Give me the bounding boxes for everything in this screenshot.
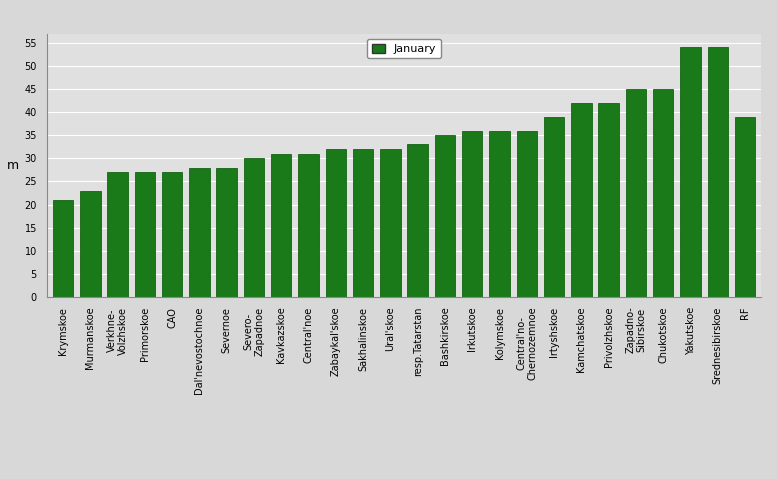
Bar <box>353 149 373 297</box>
Y-axis label: m: m <box>7 159 19 172</box>
Bar <box>244 159 264 297</box>
Bar <box>435 135 455 297</box>
Bar <box>134 172 155 297</box>
Bar <box>735 117 755 297</box>
Bar <box>407 145 428 297</box>
Bar <box>80 191 100 297</box>
Bar <box>490 131 510 297</box>
Bar <box>326 149 346 297</box>
Bar <box>162 172 183 297</box>
Bar <box>462 131 483 297</box>
Bar <box>380 149 401 297</box>
Bar <box>544 117 564 297</box>
Bar <box>571 103 591 297</box>
Bar <box>298 154 319 297</box>
Legend: January: January <box>368 39 441 58</box>
Bar <box>708 47 728 297</box>
Bar <box>598 103 619 297</box>
Bar <box>653 89 674 297</box>
Bar <box>217 168 237 297</box>
Bar <box>107 172 127 297</box>
Bar <box>681 47 701 297</box>
Bar <box>53 200 73 297</box>
Bar <box>271 154 291 297</box>
Bar <box>625 89 646 297</box>
Bar <box>517 131 537 297</box>
Bar <box>189 168 210 297</box>
